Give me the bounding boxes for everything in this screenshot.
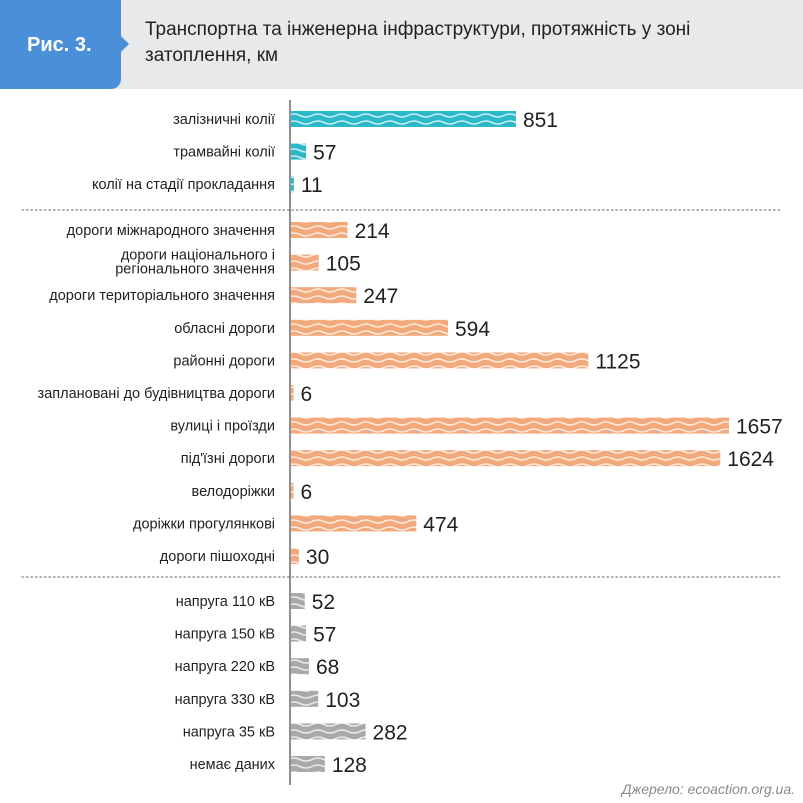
bar xyxy=(291,482,294,499)
value-label: 247 xyxy=(363,285,398,308)
value-label: 52 xyxy=(312,591,335,614)
bar xyxy=(291,690,319,707)
value-label: 57 xyxy=(313,624,336,647)
value-label: 103 xyxy=(325,689,360,712)
value-label: 105 xyxy=(326,253,361,276)
category-label: обласні дороги xyxy=(174,321,275,337)
category-label: дороги територіального значення xyxy=(49,288,275,304)
category-label: немає даних xyxy=(190,757,276,773)
header: Рис. 3. Транспортна та інженерна інфраст… xyxy=(0,0,803,89)
bar xyxy=(291,417,729,434)
category-label: трамвайні колії xyxy=(173,145,275,161)
value-label: 1624 xyxy=(727,448,774,471)
category-label: напруга 110 кВ xyxy=(176,594,275,610)
value-label: 11 xyxy=(301,174,323,197)
bar xyxy=(291,450,721,467)
value-label: 851 xyxy=(523,109,558,132)
bar xyxy=(291,548,299,564)
value-label: 6 xyxy=(301,481,313,504)
bar xyxy=(291,111,516,127)
value-label: 68 xyxy=(316,656,339,679)
category-label: напруга 220 кВ xyxy=(175,659,275,675)
figure-badge: Рис. 3. xyxy=(0,0,121,89)
bar xyxy=(291,723,366,740)
category-label: дороги міжнародного значення xyxy=(67,223,275,239)
value-label: 1125 xyxy=(595,350,640,373)
bar xyxy=(291,625,307,642)
bar xyxy=(291,593,305,609)
value-label: 474 xyxy=(423,513,458,536)
bar xyxy=(291,319,449,336)
category-label: доріжки прогулянкові xyxy=(133,516,275,532)
bar xyxy=(291,756,325,772)
figure-label: Рис. 3. xyxy=(27,34,92,56)
bar xyxy=(291,254,319,271)
value-label: 6 xyxy=(301,383,313,406)
chart-title: Транспортна та інженерна інфраструктури,… xyxy=(145,19,691,66)
value-label: 128 xyxy=(332,754,367,777)
category-label: вулиці і проїзди xyxy=(170,419,275,435)
value-label: 214 xyxy=(355,220,390,243)
bar xyxy=(291,515,417,532)
category-label: залізничні колії xyxy=(173,112,275,128)
category-label: дороги пішоходні xyxy=(160,549,275,565)
value-label: 282 xyxy=(373,721,408,744)
category-label: напруга 330 кВ xyxy=(175,692,275,708)
category-label: дороги національного і регіонального знач… xyxy=(115,248,275,278)
value-label: 30 xyxy=(306,546,329,569)
value-label: 1657 xyxy=(736,416,783,439)
category-label: напруга 150 кВ xyxy=(175,627,275,643)
category-label: під'їзні дороги xyxy=(181,451,275,467)
bar xyxy=(291,287,357,304)
bar xyxy=(291,352,589,369)
value-label: 57 xyxy=(313,142,336,165)
category-label: заплановані до будівництва дороги xyxy=(38,386,275,402)
bar xyxy=(291,385,294,401)
bar xyxy=(291,176,294,193)
category-label: колії на стадії прокладання xyxy=(92,177,275,193)
category-label: районні дороги xyxy=(173,353,275,369)
category-label: велодоріжки xyxy=(192,484,275,500)
value-label: 594 xyxy=(455,318,490,341)
bar xyxy=(291,143,307,160)
bar xyxy=(291,658,309,675)
category-label: напруга 35 кВ xyxy=(183,724,275,740)
badge-arrow xyxy=(121,36,129,52)
bar xyxy=(291,222,348,238)
source-note: Джерело: ecoaction.org.ua. xyxy=(621,781,795,797)
